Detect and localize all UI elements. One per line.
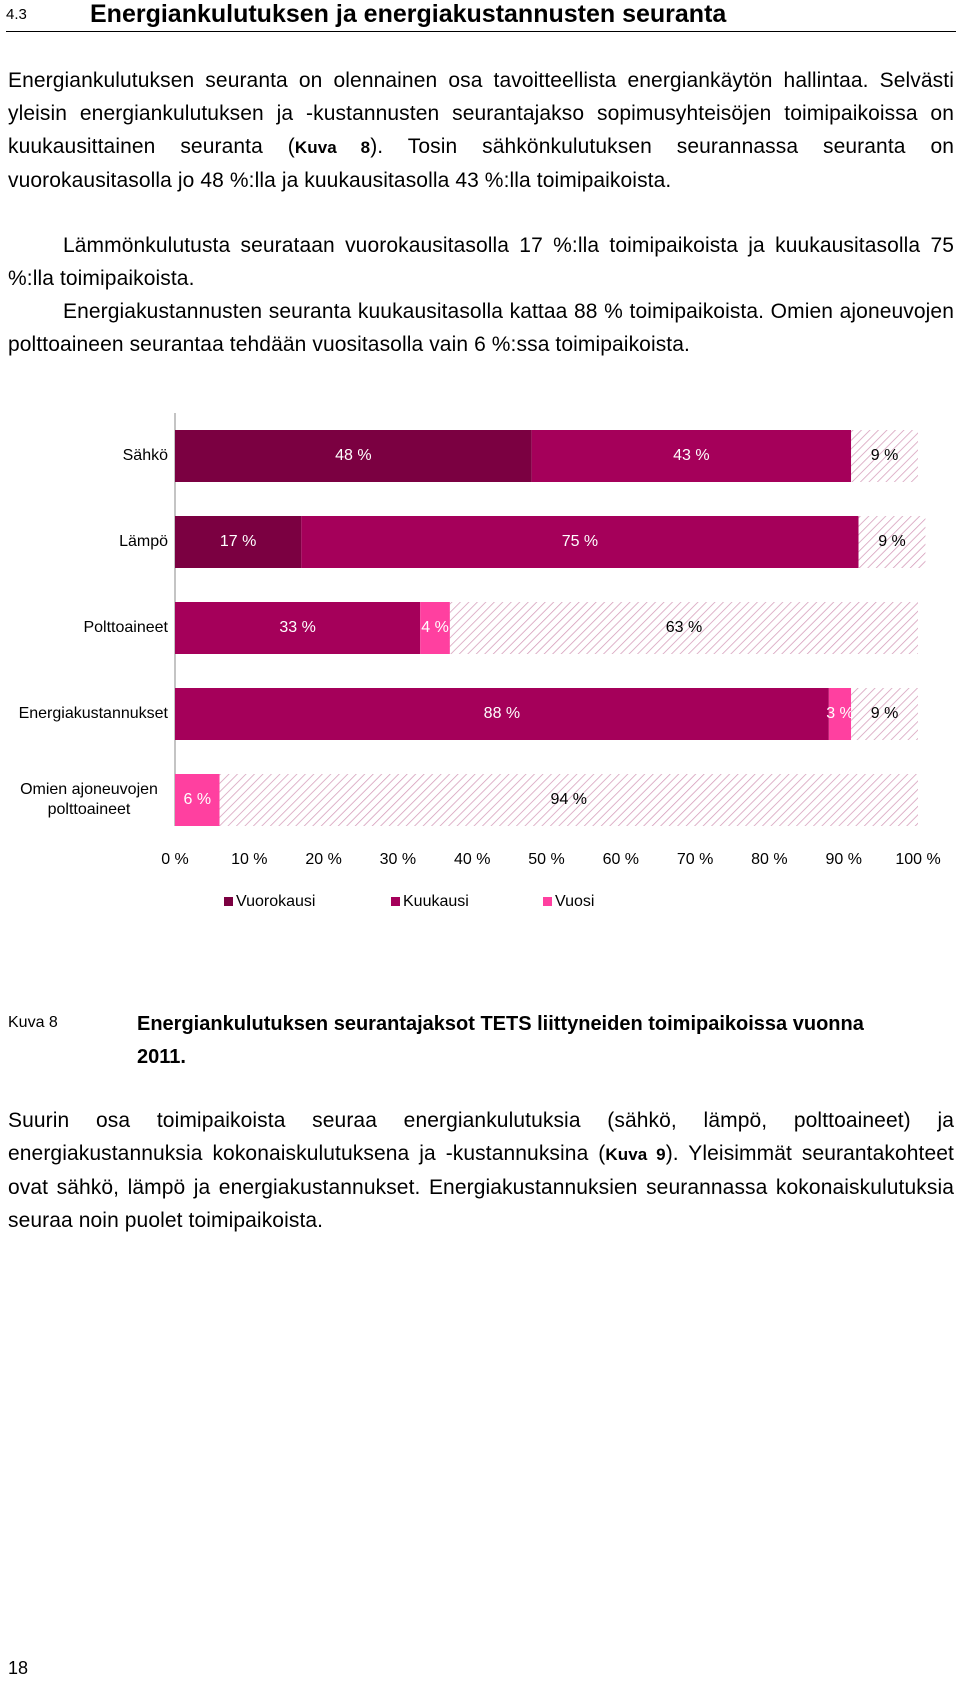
paragraph: Energiankulutuksen seuranta on olennaine… xyxy=(8,64,954,197)
category-label: Energiakustannukset xyxy=(8,686,168,742)
bar-segment xyxy=(175,516,302,568)
category-text: Polttoaineet xyxy=(83,619,168,636)
data-label: 88 % xyxy=(484,705,520,722)
data-label: 43 % xyxy=(673,447,709,464)
bar-segment xyxy=(175,774,220,826)
legend-swatch xyxy=(224,897,233,906)
x-tick-label: 80 % xyxy=(751,851,787,868)
data-label: 9 % xyxy=(878,533,906,550)
caption-label: Kuva 8 xyxy=(8,1014,58,1031)
legend-label: Vuosi xyxy=(555,893,594,910)
figure-ref: Kuva 9 xyxy=(605,1145,666,1164)
category-text: Sähkö xyxy=(122,447,168,464)
x-tick-label: 40 % xyxy=(454,851,490,868)
category-label: Omien ajoneuvojen polttoaineet xyxy=(8,772,168,828)
data-label: 94 % xyxy=(551,791,587,808)
x-tick-label: 20 % xyxy=(305,851,341,868)
section-title: Energiankulutuksen ja energiakustannuste… xyxy=(90,0,727,28)
text: Energiakustannusten seuranta kuukausitas… xyxy=(8,300,954,356)
category-label: Lämpö xyxy=(8,514,168,570)
x-tick-label: 50 % xyxy=(528,851,564,868)
data-label: 63 % xyxy=(666,619,702,636)
category-label: Sähkö xyxy=(8,428,168,484)
bar-segment-hatched xyxy=(851,688,918,740)
figure-ref: Kuva 8 xyxy=(294,138,371,157)
category-text: Lämpö xyxy=(119,533,168,550)
bar-segment-hatched xyxy=(851,430,918,482)
bar-segment-hatched xyxy=(219,774,918,826)
data-label: 4 % xyxy=(421,619,449,636)
data-label: 33 % xyxy=(279,619,315,636)
x-tick-label: 100 % xyxy=(895,851,940,868)
data-label: 3 % xyxy=(826,705,854,722)
text: Suurin osa toimipaikoista seuraa energia… xyxy=(8,1109,954,1165)
x-tick-label: 60 % xyxy=(603,851,639,868)
x-tick-label: 0 % xyxy=(161,851,189,868)
x-tick-label: 90 % xyxy=(825,851,861,868)
x-tick-label: 70 % xyxy=(677,851,713,868)
text: ). Tosin sähkönkulutuksen seurannassa se… xyxy=(8,135,954,192)
chart-container: 0 % 10 % 20 % 30 % 40 % 50 % 60 % 70 % 80 % 90 % 1… xyxy=(0,400,960,960)
data-label: 75 % xyxy=(562,533,598,550)
x-tick-label: 10 % xyxy=(231,851,267,868)
paragraph: Suurin osa toimipaikoista seuraa energia… xyxy=(8,1104,954,1237)
data-label: 9 % xyxy=(871,705,899,722)
data-label: 9 % xyxy=(871,447,899,464)
bar-segment xyxy=(175,602,421,654)
bar-segment-hatched xyxy=(858,516,926,568)
bar-segment xyxy=(175,430,532,482)
legend-label: Vuorokausi xyxy=(236,893,315,910)
bar-segment xyxy=(175,688,829,740)
text: Energiankulutuksen seuranta on olennaine… xyxy=(8,69,954,158)
category-label: Polttoaineet xyxy=(8,600,168,656)
data-label: 6 % xyxy=(184,791,212,808)
bar-segment-hatched xyxy=(449,602,918,654)
bar-segment xyxy=(531,430,852,482)
bar-segment xyxy=(301,516,859,568)
category-text: Energiakustannukset xyxy=(18,705,168,722)
text: ). Yleisimmät seurantakohteet ovat sähkö… xyxy=(8,1142,954,1232)
text: Lämmönkulutusta seurataan vuorokausitaso… xyxy=(8,234,954,290)
category-text: Omien ajoneuvojen polttoaineet xyxy=(20,781,158,818)
bar-segment xyxy=(420,602,450,654)
chart: 0 % 10 % 20 % 30 % 40 % 50 % 60 % 70 % 80 % 90 % 1… xyxy=(161,413,941,910)
legend-swatch xyxy=(543,897,552,906)
paragraph: Lämmönkulutusta seurataan vuorokausitaso… xyxy=(8,229,954,295)
section-number: 4.3 xyxy=(6,6,27,23)
data-label: 48 % xyxy=(335,447,371,464)
legend-swatch xyxy=(391,897,400,906)
caption-text: Energiankulutuksen seurantajaksot TETS l… xyxy=(137,1013,864,1068)
x-tick-label: 30 % xyxy=(380,851,416,868)
header-rule xyxy=(6,31,956,32)
data-label: 17 % xyxy=(220,533,256,550)
paragraph: Energiakustannusten seuranta kuukausitas… xyxy=(8,295,954,361)
page-number: 18 xyxy=(8,1658,29,1678)
bar-segment xyxy=(828,688,852,740)
legend-label: Kuukausi xyxy=(403,893,469,910)
